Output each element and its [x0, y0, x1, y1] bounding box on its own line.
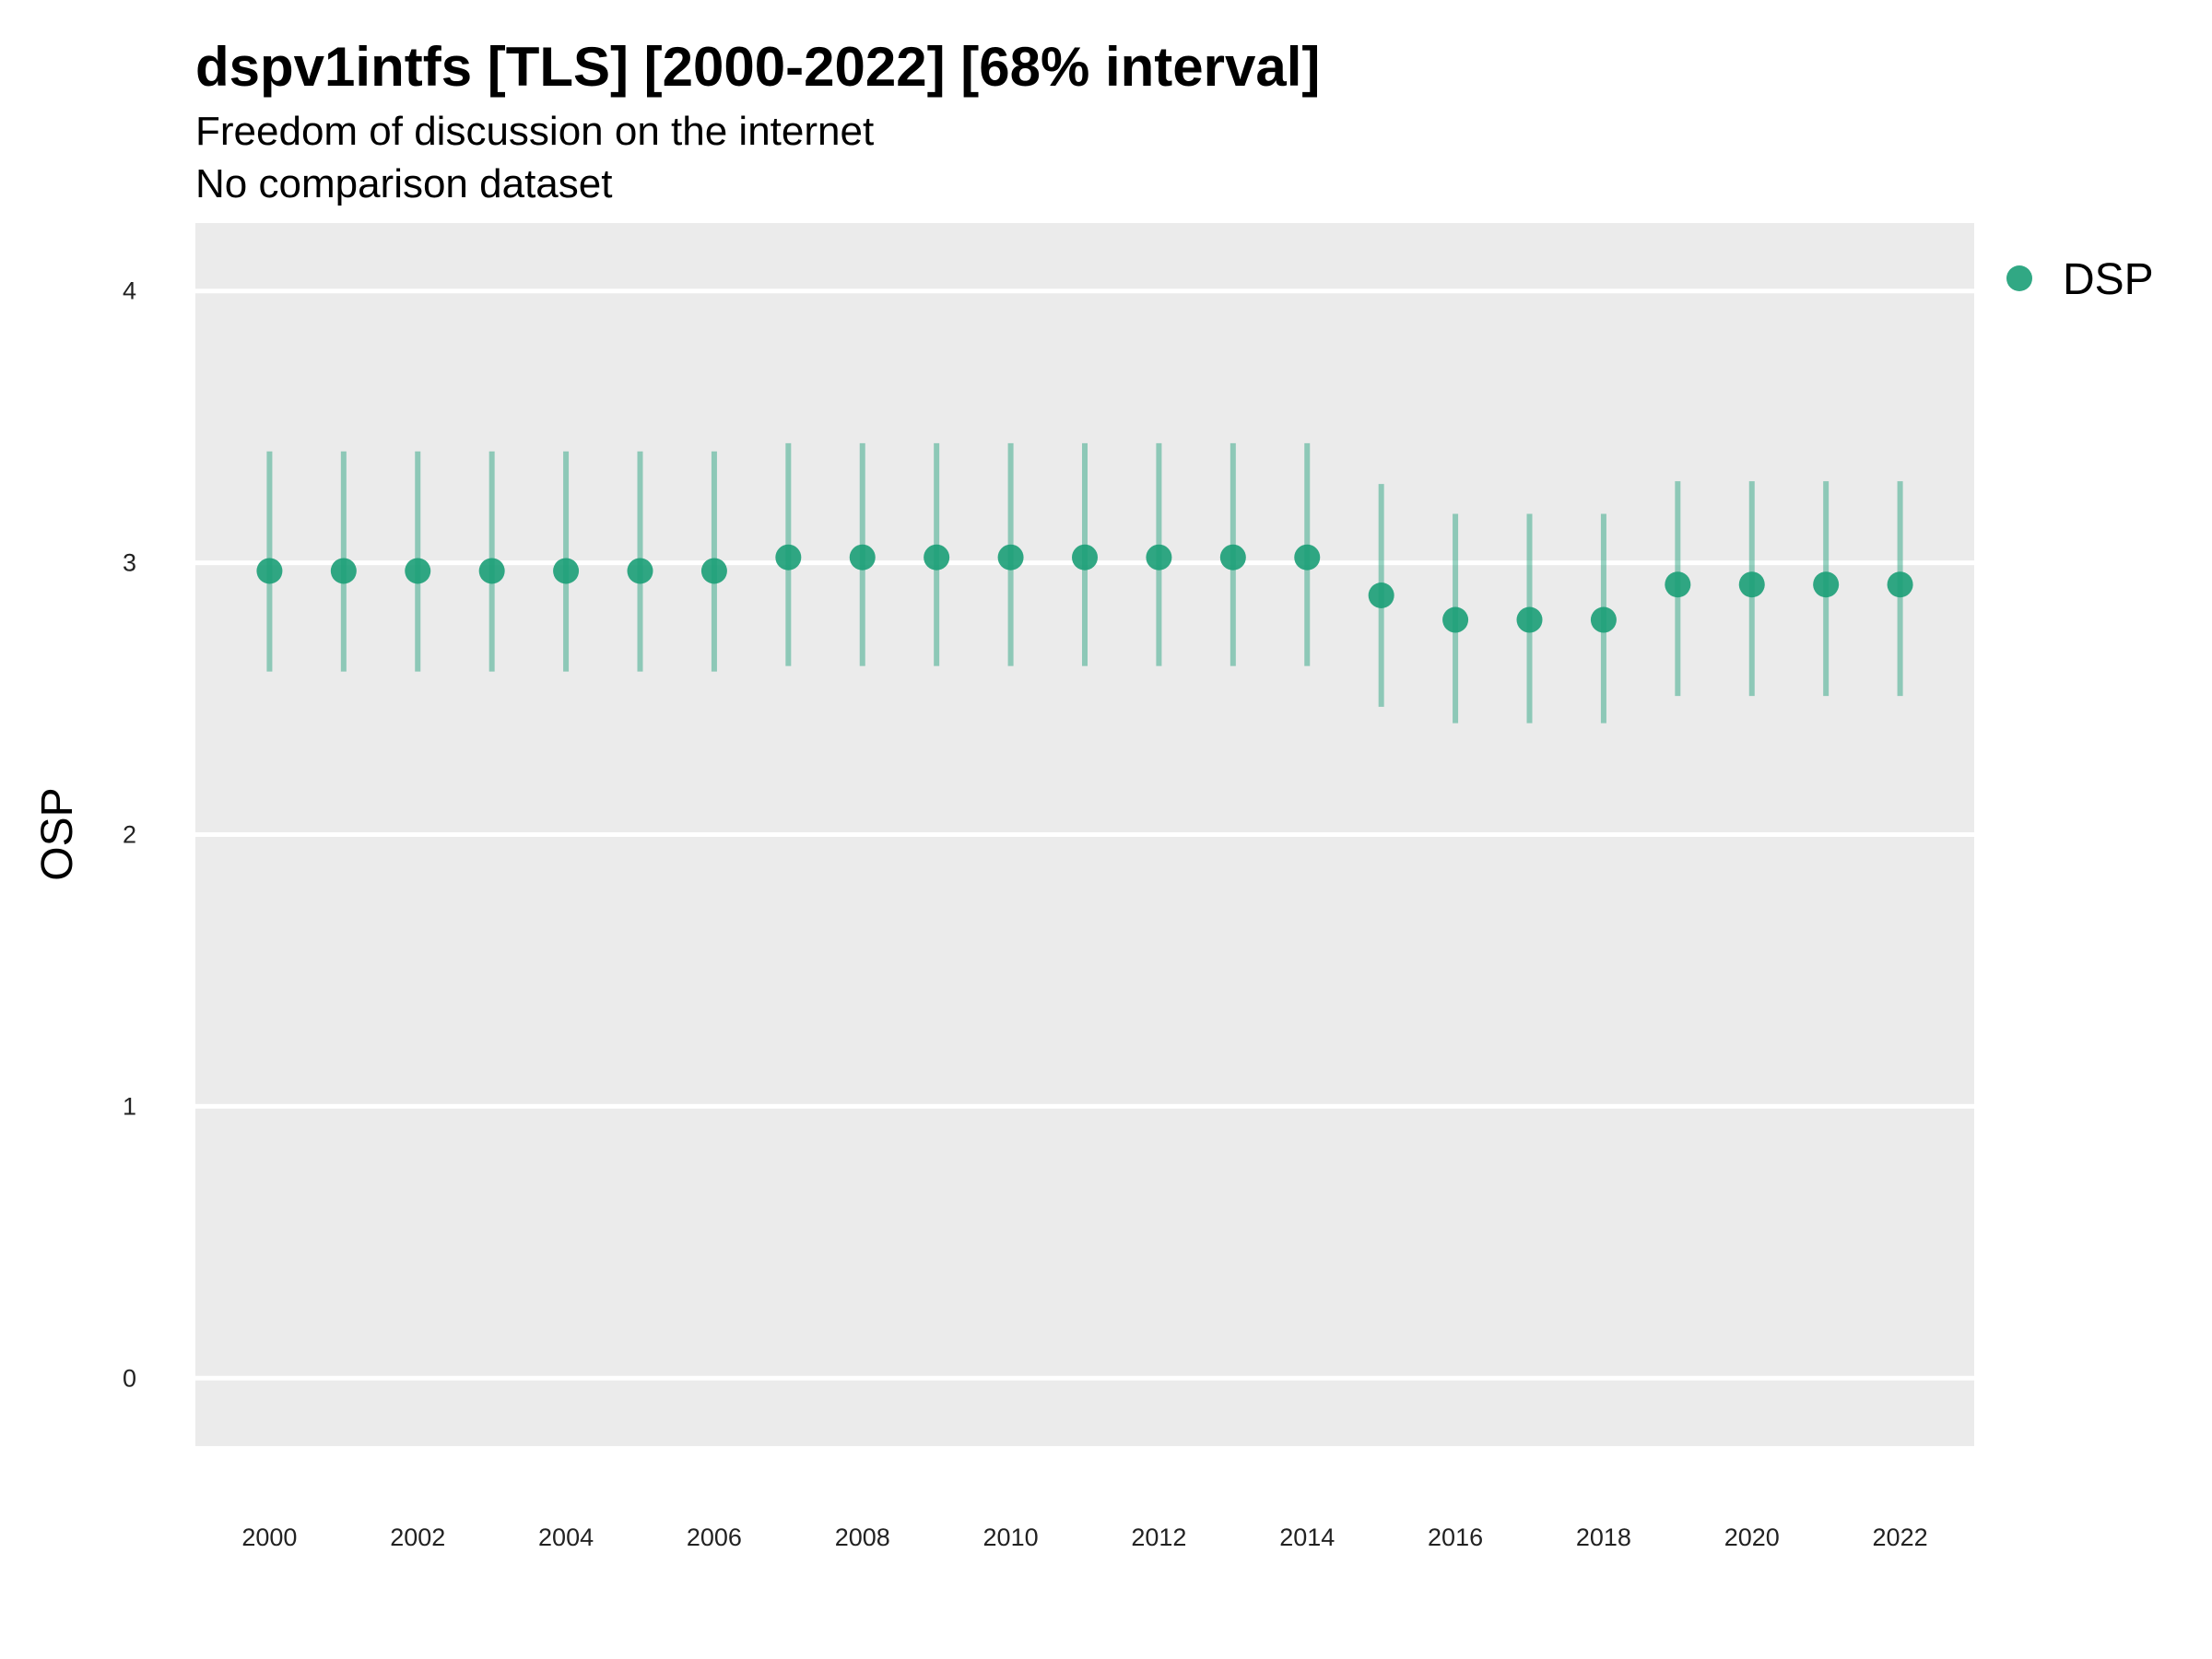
- data-point: [478, 558, 505, 584]
- data-point: [1294, 544, 1321, 571]
- data-point: [1516, 606, 1543, 633]
- legend-key-dsp: [2006, 265, 2032, 291]
- data-point: [1590, 606, 1617, 633]
- data-point: [627, 558, 653, 584]
- data-point: [553, 558, 580, 584]
- y-tick-label: 4: [123, 277, 136, 305]
- chart-subtitle: Freedom of discussion on the internet: [195, 109, 874, 154]
- data-point: [1146, 544, 1172, 571]
- x-tick-label: 2002: [390, 1524, 445, 1551]
- data-point: [256, 558, 283, 584]
- y-axis-title: OSP: [33, 787, 82, 880]
- data-point: [924, 544, 950, 571]
- x-tick-label: 2018: [1576, 1524, 1631, 1551]
- data-point: [997, 544, 1024, 571]
- data-point: [1738, 571, 1765, 598]
- x-tick-label: 2006: [687, 1524, 742, 1551]
- x-axis-tick-labels: 2000 2002 2004 2006 2008 2010 2012 2014 2016 2018…: [241, 1524, 1927, 1551]
- data-point: [775, 544, 802, 571]
- data-point: [700, 558, 727, 584]
- y-axis-tick-labels: 0 1 2 3 4: [123, 277, 136, 1393]
- data-point: [1813, 571, 1840, 598]
- x-tick-label: 2004: [538, 1524, 594, 1551]
- y-tick-label: 0: [123, 1364, 136, 1392]
- data-point: [1368, 582, 1394, 608]
- y-tick-label: 2: [123, 821, 136, 849]
- x-tick-label: 2000: [241, 1524, 297, 1551]
- data-point: [849, 544, 876, 571]
- y-tick-label: 3: [123, 549, 136, 577]
- x-tick-label: 2010: [983, 1524, 1039, 1551]
- x-tick-label: 2012: [1131, 1524, 1186, 1551]
- data-point: [1219, 544, 1246, 571]
- data-point: [1072, 544, 1098, 571]
- data-point: [1887, 571, 1913, 598]
- x-tick-label: 2020: [1724, 1524, 1780, 1551]
- x-tick-label: 2022: [1873, 1524, 1928, 1551]
- data-point: [1442, 606, 1469, 633]
- data-point: [1665, 571, 1691, 598]
- x-tick-label: 2014: [1279, 1524, 1335, 1551]
- data-point: [405, 558, 431, 584]
- x-tick-label: 2016: [1428, 1524, 1483, 1551]
- legend: DSP: [2006, 255, 2154, 304]
- chart-title: dspv1intfs [TLS] [2000-2022] [68% interv…: [195, 36, 1320, 98]
- data-marks: [256, 442, 1913, 724]
- chart-caption: No comparison dataset: [195, 161, 612, 206]
- y-tick-label: 1: [123, 1092, 136, 1120]
- x-tick-label: 2008: [835, 1524, 890, 1551]
- legend-label-dsp: DSP: [2063, 255, 2154, 304]
- data-point: [330, 558, 357, 584]
